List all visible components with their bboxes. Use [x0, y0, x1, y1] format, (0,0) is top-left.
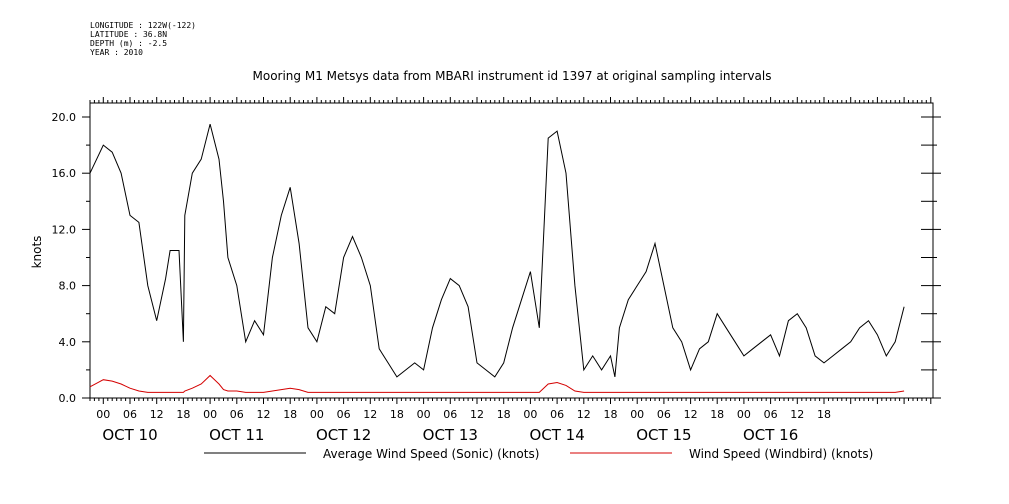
x-tick-label: 12	[684, 408, 698, 421]
x-tick-label: 00	[203, 408, 217, 421]
y-axis-label: knots	[30, 236, 44, 269]
x-tick-label: 00	[630, 408, 644, 421]
meta-year: YEAR : 2010	[90, 48, 143, 57]
x-tick-label: 12	[470, 408, 484, 421]
y-tick-label: 16.0	[52, 167, 77, 180]
x-tick-label: 18	[604, 408, 618, 421]
x-tick-label: 06	[764, 408, 778, 421]
x-tick-label: 06	[550, 408, 564, 421]
y-tick-label: 12.0	[52, 223, 77, 236]
meta-depth: DEPTH (m) : -2.5	[90, 39, 168, 48]
x-tick-label: 18	[283, 408, 297, 421]
y-tick-label: 20.0	[52, 111, 77, 124]
x-tick-label: 00	[523, 408, 537, 421]
y-tick-label: 8.0	[59, 280, 77, 293]
day-label: OCT 16	[743, 426, 798, 444]
day-label: OCT 15	[636, 426, 691, 444]
y-tick-label: 4.0	[59, 336, 77, 349]
series-line-windbird	[89, 374, 905, 393]
x-tick-label: 18	[390, 408, 404, 421]
metadata-block: LONGITUDE : 122W(-122) LATITUDE : 36.8N …	[90, 21, 196, 57]
legend: Average Wind Speed (Sonic) (knots) Wind …	[204, 447, 873, 461]
x-tick-label: 06	[337, 408, 351, 421]
x-tick-label: 06	[443, 408, 457, 421]
y-tick-label: 0.0	[59, 392, 77, 405]
x-tick-label: 18	[497, 408, 511, 421]
day-label: OCT 14	[529, 426, 584, 444]
x-tick-label: 18	[176, 408, 190, 421]
x-tick-label: 18	[710, 408, 724, 421]
x-tick-label: 00	[96, 408, 110, 421]
x-tick-label: 06	[230, 408, 244, 421]
day-label: OCT 12	[316, 426, 371, 444]
x-tick-label: 12	[257, 408, 271, 421]
day-label: OCT 11	[209, 426, 264, 444]
x-tick-label: 12	[577, 408, 591, 421]
series-line-sonic	[89, 123, 905, 378]
meta-latitude: LATITUDE : 36.8N	[90, 30, 168, 39]
chart-title: Mooring M1 Metsys data from MBARI instru…	[253, 69, 772, 83]
axes: 00 06 12 18 00 06 12 18 00 06 12 18 00 06 12 18 00 06 12 18…	[52, 97, 941, 444]
legend-label-sonic: Average Wind Speed (Sonic) (knots)	[323, 447, 539, 461]
x-tick-label: 06	[657, 408, 671, 421]
x-tick-label: 00	[310, 408, 324, 421]
day-label: OCT 13	[423, 426, 478, 444]
x-tick-label: 00	[417, 408, 431, 421]
day-label: OCT 10	[102, 426, 157, 444]
x-tick-label: 06	[123, 408, 137, 421]
series-layer	[89, 123, 905, 393]
legend-label-windbird: Wind Speed (Windbird) (knots)	[689, 447, 873, 461]
meta-longitude: LONGITUDE : 122W(-122)	[90, 21, 196, 30]
x-tick-label: 00	[737, 408, 751, 421]
x-tick-label: 12	[790, 408, 804, 421]
x-tick-label: 18	[817, 408, 831, 421]
x-tick-label: 12	[150, 408, 164, 421]
plot-frame	[89, 102, 934, 399]
x-tick-label: 12	[363, 408, 377, 421]
